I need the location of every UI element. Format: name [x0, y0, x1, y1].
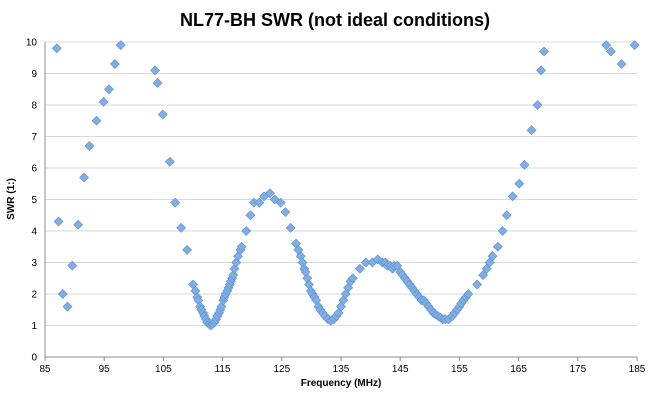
y-tick-label: 2: [31, 290, 37, 301]
data-point: [236, 241, 247, 252]
data-point: [507, 191, 518, 202]
data-point: [245, 210, 256, 221]
data-point: [109, 59, 120, 69]
data-point: [492, 241, 503, 252]
data-point: [285, 222, 296, 233]
data-point: [150, 65, 161, 76]
y-tick-label: 8: [31, 101, 37, 112]
y-tick-labels: 0 1 2 3 4 5 6 7 8 9 10: [26, 38, 38, 364]
data-point: [164, 156, 175, 167]
data-point: [487, 251, 498, 262]
data-point: [241, 226, 252, 236]
data-point: [472, 279, 483, 290]
y-axis-title: SWR (1:): [6, 178, 17, 220]
x-tick-label: 95: [99, 364, 111, 375]
y-tick-label: 1: [31, 321, 37, 332]
data-point: [53, 216, 64, 227]
data-point: [514, 178, 525, 189]
data-point: [360, 257, 371, 268]
x-tick-label: 165: [510, 364, 527, 375]
data-point: [79, 172, 89, 183]
x-tick-label: 155: [451, 364, 468, 375]
data-point: [176, 222, 187, 233]
gridlines: [45, 41, 637, 326]
x-tick-label: 145: [392, 364, 409, 375]
data-point: [275, 197, 286, 208]
data-point: [182, 244, 193, 255]
data-point: [497, 226, 508, 236]
data-point: [57, 289, 68, 299]
y-tick-label: 0: [31, 353, 37, 364]
data-point: [519, 159, 530, 170]
data-point: [62, 301, 73, 312]
data-point: [104, 84, 114, 95]
data-point: [51, 43, 62, 54]
data-point: [463, 289, 474, 299]
y-tick-label: 4: [31, 227, 37, 238]
data-point: [157, 109, 168, 120]
data-point: [265, 188, 275, 199]
data-point: [254, 197, 265, 208]
data-point: [478, 270, 489, 281]
y-tick-label: 3: [31, 258, 37, 269]
data-point: [152, 78, 163, 88]
data-point: [233, 251, 243, 262]
y-tick-label: 5: [31, 195, 37, 206]
x-axis-title: Frequency (MHz): [301, 378, 382, 389]
x-tick-label: 135: [333, 364, 350, 375]
chart-title: NL77-BH SWR (not ideal conditions): [180, 10, 490, 30]
data-point: [98, 96, 109, 107]
data-point: [532, 100, 543, 110]
data-point: [629, 40, 640, 51]
data-point: [84, 141, 95, 151]
data-point: [601, 40, 612, 51]
data-point: [280, 207, 291, 218]
data-point: [606, 46, 616, 57]
data-point: [73, 219, 84, 230]
data-point: [355, 263, 365, 274]
data-points: [51, 40, 640, 331]
data-point: [501, 210, 512, 221]
data-point: [347, 273, 358, 284]
data-point: [616, 59, 627, 69]
x-tick-label: 85: [39, 364, 51, 375]
x-tick-label: 185: [629, 364, 646, 375]
y-tick-label: 10: [26, 38, 38, 49]
data-point: [115, 40, 126, 51]
x-tick-label: 105: [155, 364, 172, 375]
y-tick-label: 6: [31, 164, 37, 175]
data-point: [526, 125, 537, 136]
y-tick-label: 9: [31, 69, 37, 80]
x-tick-label: 175: [569, 364, 586, 375]
data-point: [67, 260, 78, 271]
y-tick-label: 7: [31, 132, 37, 143]
x-tick-label: 125: [273, 364, 290, 375]
data-point: [170, 197, 181, 208]
x-tick-labels: 85 95 105 115 125 135 145 155 165 175 185: [39, 357, 646, 375]
data-point: [91, 115, 102, 126]
data-point: [536, 65, 547, 76]
data-point: [539, 46, 549, 57]
data-point: [228, 270, 239, 281]
x-tick-label: 115: [215, 364, 231, 375]
